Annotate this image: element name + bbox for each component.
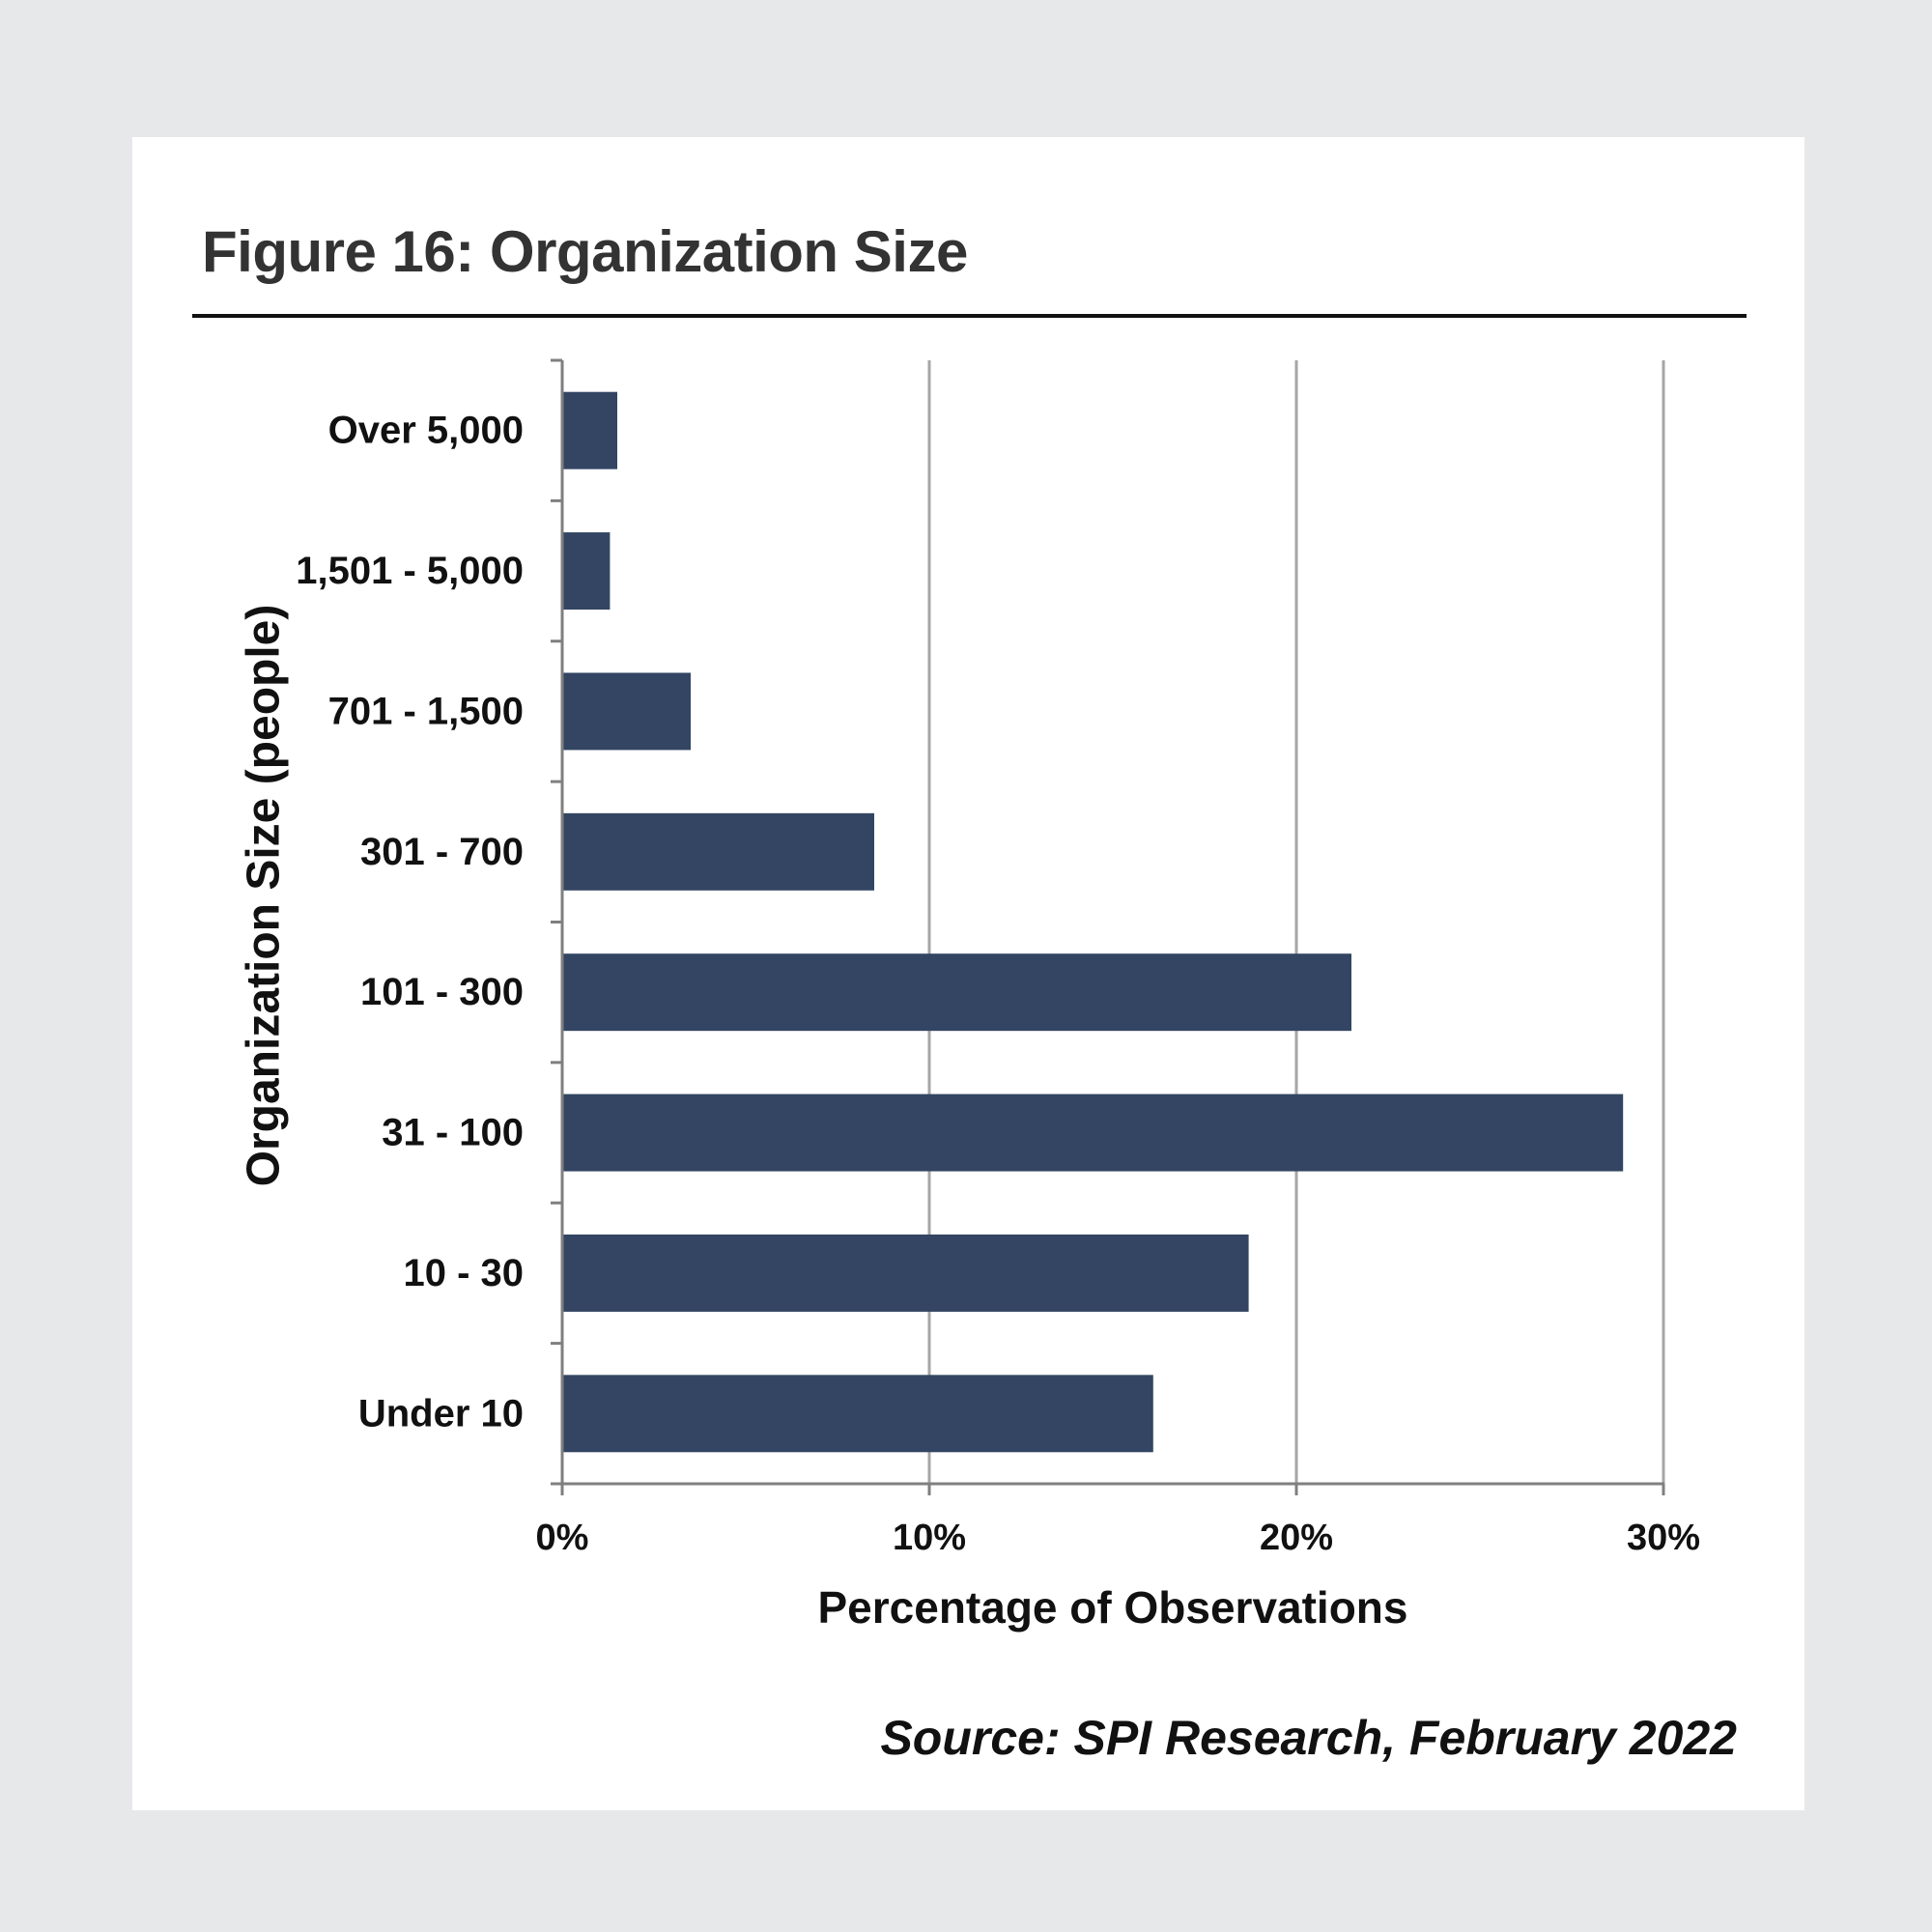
category-label-4: 101 - 300: [360, 971, 524, 1013]
y-axis-title: Organization Size (people): [239, 605, 290, 1187]
x-tick-label-1: 10%: [893, 1518, 966, 1558]
bar-0: [562, 391, 617, 469]
bar-4: [562, 953, 1351, 1032]
figure-title: Figure 16: Organization Size: [202, 219, 968, 284]
bar-6: [562, 1234, 1249, 1312]
category-label-1: 1,501 - 5,000: [296, 550, 524, 592]
category-label-3: 301 - 700: [360, 831, 524, 873]
category-label-7: Under 10: [358, 1392, 524, 1435]
bar-3: [562, 812, 874, 891]
bar-5: [562, 1094, 1624, 1172]
x-tick-label-2: 20%: [1260, 1518, 1333, 1558]
x-tick-label-0: 0%: [536, 1518, 589, 1558]
bar-7: [562, 1375, 1153, 1453]
source-note: Source: SPI Research, February 2022: [880, 1711, 1737, 1765]
title-rule: [192, 314, 1747, 318]
category-label-6: 10 - 30: [403, 1252, 524, 1294]
category-label-2: 701 - 1,500: [328, 690, 524, 732]
bar-2: [562, 672, 691, 751]
x-axis-title: Percentage of Observations: [818, 1582, 1408, 1633]
x-tick-label-3: 30%: [1627, 1518, 1700, 1558]
category-label-0: Over 5,000: [328, 410, 524, 452]
bar-1: [562, 532, 611, 611]
category-label-5: 31 - 100: [382, 1112, 524, 1154]
